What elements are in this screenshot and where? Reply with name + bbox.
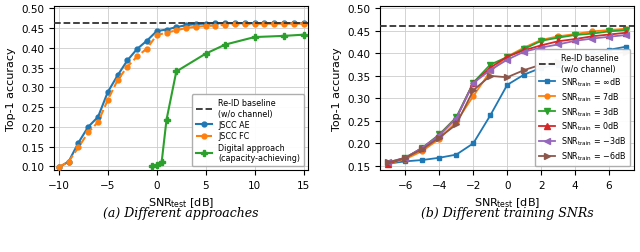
Y-axis label: Top-1 accuracy: Top-1 accuracy (6, 47, 15, 131)
JSCC AE (300, 23, 307, 26)
JSCC AE (84, 126, 92, 129)
JSCC FC (300, 23, 307, 26)
JSCC AE (231, 23, 239, 26)
Legend: Re-ID baseline
(w/o channel), JSCC AE, JSCC FC, Digital approach
(capacity-achie: Re-ID baseline (w/o channel), JSCC AE, J… (192, 95, 305, 167)
JSCC FC (114, 79, 122, 82)
JSCC FC (202, 25, 209, 28)
JSCC AE (55, 166, 63, 169)
Legend: Re-ID baseline
(w/o channel), SNR$_{\mathrm{train}}$ = $\infty$dB, SNR$_{\mathrm: Re-ID baseline (w/o channel), SNR$_{\mat… (534, 50, 630, 167)
JSCC FC (231, 24, 239, 27)
JSCC AE (75, 142, 83, 145)
JSCC AE (182, 25, 190, 28)
Digital approach
(capacity-achieving) (251, 36, 259, 39)
JSCC AE (133, 48, 141, 51)
Digital approach
(capacity-achieving) (300, 34, 307, 37)
JSCC AE (172, 26, 180, 29)
Text: (a) Different approaches: (a) Different approaches (104, 207, 259, 219)
Digital approach
(capacity-achieving) (202, 53, 209, 56)
JSCC AE (153, 30, 161, 34)
JSCC FC (251, 23, 259, 26)
JSCC FC (221, 24, 229, 27)
JSCC FC (84, 131, 92, 134)
JSCC FC (241, 23, 249, 26)
JSCC FC (212, 25, 220, 28)
JSCC AE (124, 60, 131, 63)
JSCC AE (260, 23, 268, 26)
Digital approach
(capacity-achieving) (158, 161, 166, 164)
JSCC AE (163, 29, 170, 32)
JSCC AE (270, 23, 278, 26)
Digital approach
(capacity-achieving) (172, 71, 180, 74)
JSCC FC (182, 27, 190, 30)
JSCC FC (55, 166, 63, 169)
JSCC FC (153, 35, 161, 38)
JSCC AE (202, 23, 209, 26)
JSCC FC (65, 161, 72, 164)
Digital approach
(capacity-achieving) (148, 165, 156, 168)
Y-axis label: Top-1 accuracy: Top-1 accuracy (332, 47, 342, 131)
JSCC AE (192, 23, 200, 26)
Line: JSCC AE: JSCC AE (56, 22, 306, 170)
Line: Digital approach
(capacity-achieving): Digital approach (capacity-achieving) (148, 33, 307, 170)
JSCC AE (212, 23, 220, 26)
JSCC AE (114, 75, 122, 78)
JSCC AE (143, 40, 151, 43)
JSCC FC (280, 23, 288, 26)
Digital approach
(capacity-achieving) (153, 164, 161, 167)
JSCC FC (192, 26, 200, 29)
Digital approach
(capacity-achieving) (221, 44, 229, 47)
JSCC AE (221, 23, 229, 26)
Digital approach
(capacity-achieving) (163, 119, 170, 122)
JSCC AE (104, 91, 111, 94)
X-axis label: SNR$_{\mathrm{test}}$ [dB]: SNR$_{\mathrm{test}}$ [dB] (148, 196, 214, 210)
JSCC FC (172, 30, 180, 33)
JSCC AE (241, 23, 249, 26)
Text: (b) Different training SNRs: (b) Different training SNRs (421, 207, 593, 219)
JSCC FC (104, 99, 111, 102)
JSCC FC (260, 23, 268, 26)
Digital approach
(capacity-achieving) (280, 35, 288, 38)
JSCC FC (124, 66, 131, 69)
JSCC AE (94, 116, 102, 119)
JSCC FC (133, 56, 141, 59)
JSCC FC (163, 32, 170, 35)
JSCC AE (251, 23, 259, 26)
X-axis label: SNR$_{\mathrm{test}}$ [dB]: SNR$_{\mathrm{test}}$ [dB] (474, 196, 540, 210)
Line: JSCC FC: JSCC FC (56, 22, 306, 170)
JSCC FC (143, 48, 151, 51)
JSCC FC (94, 121, 102, 124)
JSCC AE (65, 161, 72, 164)
JSCC AE (290, 23, 298, 26)
JSCC FC (270, 23, 278, 26)
JSCC AE (280, 23, 288, 26)
JSCC FC (75, 146, 83, 149)
JSCC FC (290, 23, 298, 26)
